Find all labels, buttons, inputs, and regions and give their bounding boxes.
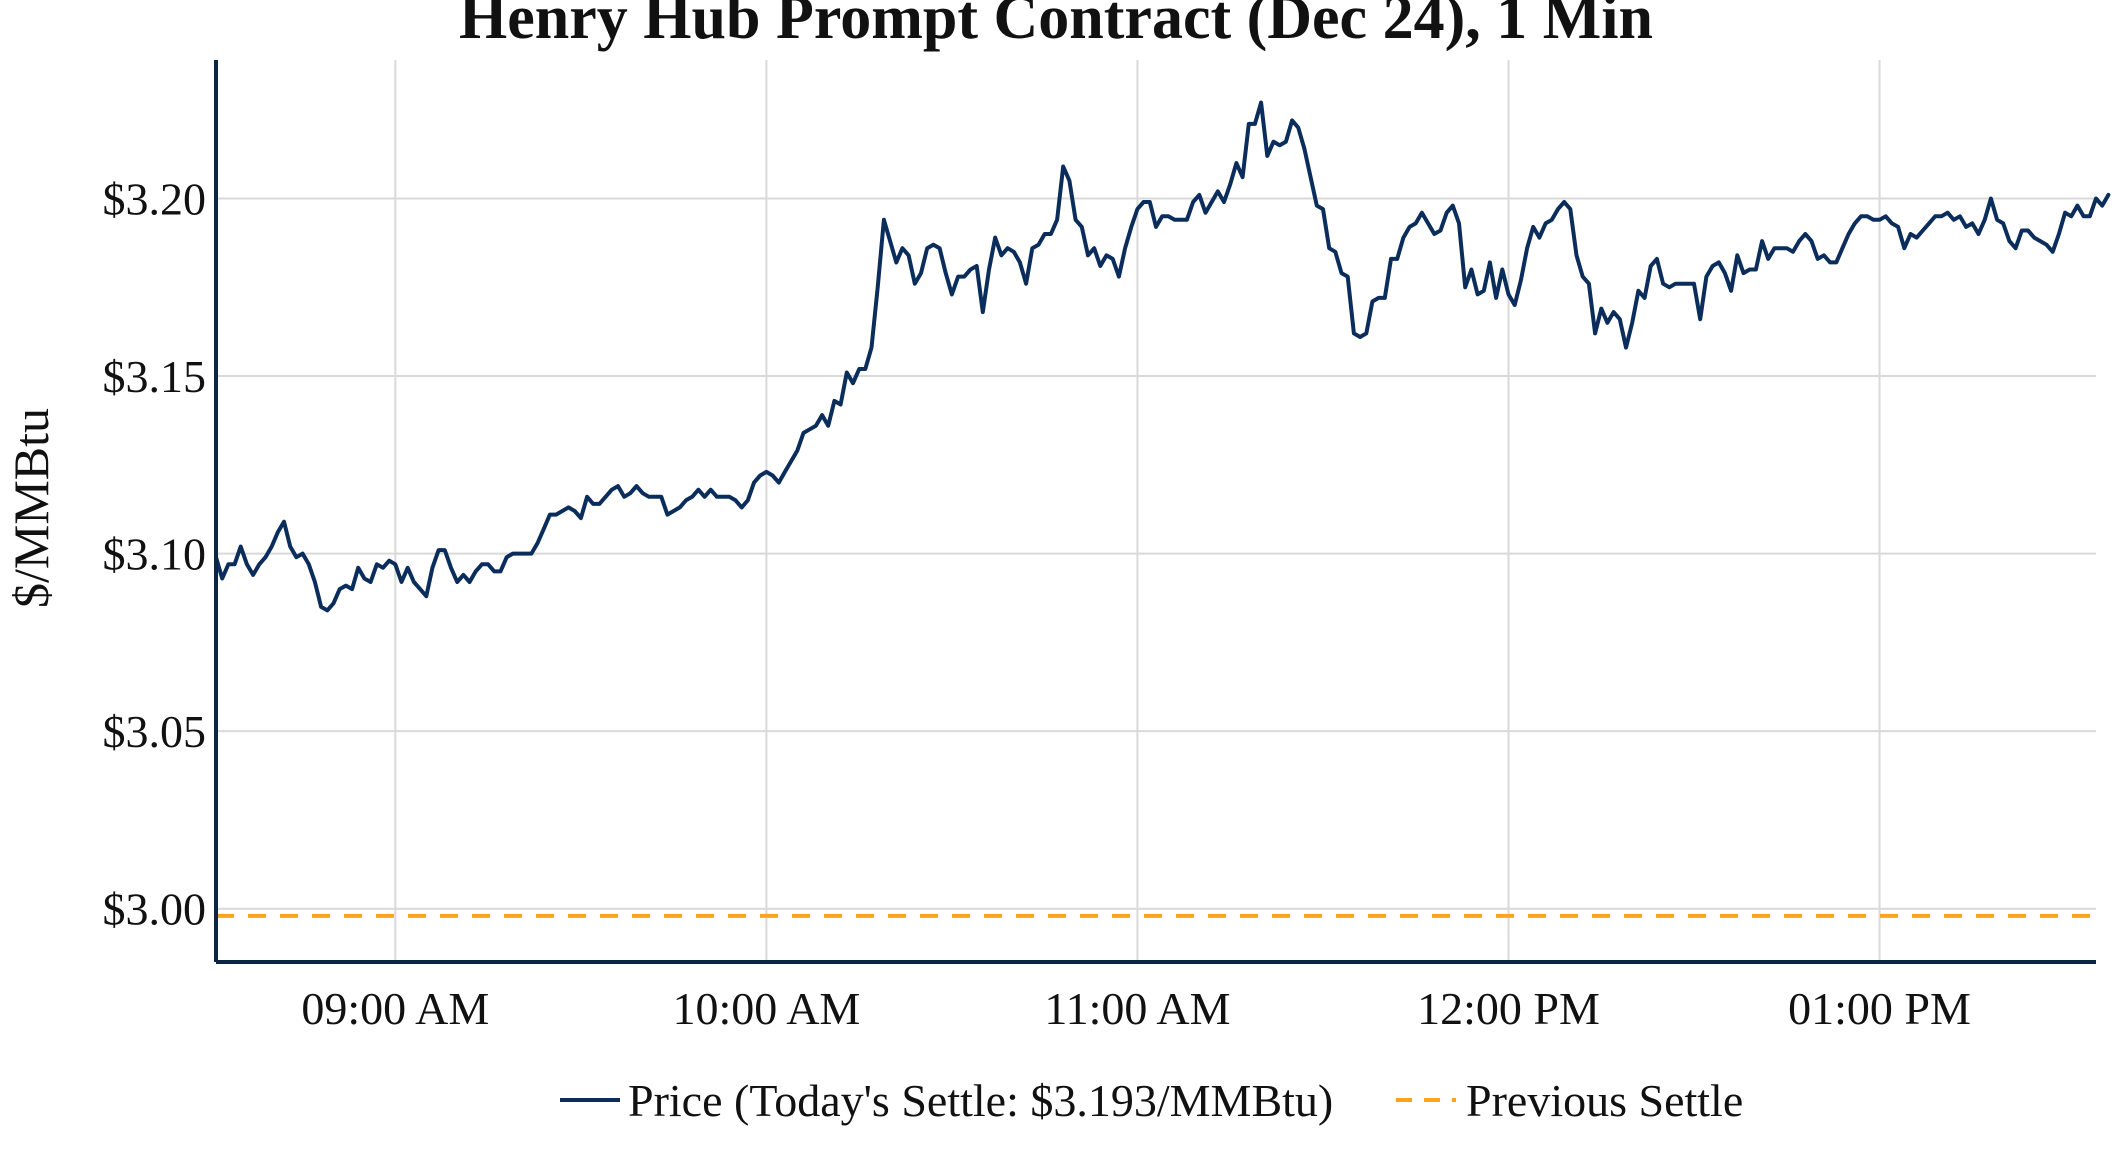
x-tick-label: 09:00 AM <box>301 983 489 1034</box>
x-tick-label: 10:00 AM <box>672 983 860 1034</box>
series-layer <box>214 100 2111 613</box>
y-tick-label: $3.05 <box>103 706 207 757</box>
axes <box>214 60 2096 964</box>
y-axis-label: $/MMBtu <box>3 408 59 608</box>
price-line <box>214 100 2111 613</box>
x-tick-label: 12:00 PM <box>1417 983 1600 1034</box>
legend-label-previous-settle: Previous Settle <box>1466 1075 1743 1126</box>
x-tick-label: 11:00 AM <box>1044 983 1230 1034</box>
x-tick-label: 01:00 PM <box>1788 983 1971 1034</box>
legend: Price (Today's Settle: $3.193/MMBtu) Prev… <box>560 1075 1743 1126</box>
y-tick-label: $3.00 <box>103 884 207 935</box>
y-tick-label: $3.15 <box>103 351 207 402</box>
y-tick-label: $3.10 <box>103 529 207 580</box>
tick-labels: $3.00 $3.05 $3.10 $3.15 $3.20 09:00 AM 10:00 A… <box>103 173 1971 1034</box>
grid-lines <box>216 60 2096 962</box>
chart-title: Henry Hub Prompt Contract (Dec 24), 1 Mi… <box>459 0 1653 52</box>
y-tick-label: $3.20 <box>103 173 207 224</box>
legend-label-price: Price (Today's Settle: $3.193/MMBtu) <box>628 1075 1333 1126</box>
